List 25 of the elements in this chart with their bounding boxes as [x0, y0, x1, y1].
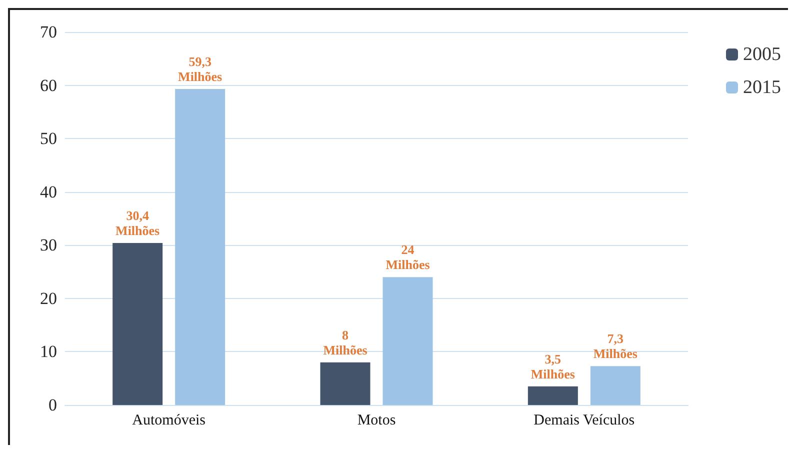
bar: [175, 89, 226, 405]
y-tick-label: 20: [40, 288, 57, 308]
y-tick-label: 40: [40, 182, 57, 202]
x-tick-label: Automóveis: [132, 412, 206, 428]
y-tick-label: 50: [40, 129, 57, 148]
legend-label: 2005: [743, 44, 781, 65]
bar: [590, 366, 640, 405]
legend-label: 2015: [743, 77, 781, 98]
bar: [528, 386, 578, 405]
data-label: 30,4 Milhões: [116, 208, 160, 238]
x-tick-label: Demais Veículos: [534, 412, 635, 428]
y-tick-label: 70: [40, 22, 57, 42]
bar: [112, 243, 163, 405]
bar: [382, 277, 433, 405]
y-tick-label: 0: [48, 396, 57, 414]
data-label: 7,3 Milhões: [593, 331, 638, 362]
y-tick-label: 10: [40, 342, 57, 362]
y-tick-label: 30: [40, 236, 57, 255]
bar: [320, 362, 370, 405]
x-tick-label: Motos: [357, 412, 396, 428]
data-label: 24 Milhões: [386, 242, 430, 272]
data-label: 59,3 Milhões: [178, 54, 222, 84]
data-label: 3,5 Milhões: [530, 351, 575, 382]
y-tick-label: 60: [40, 76, 57, 95]
data-label: 8 Milhões: [323, 327, 368, 358]
